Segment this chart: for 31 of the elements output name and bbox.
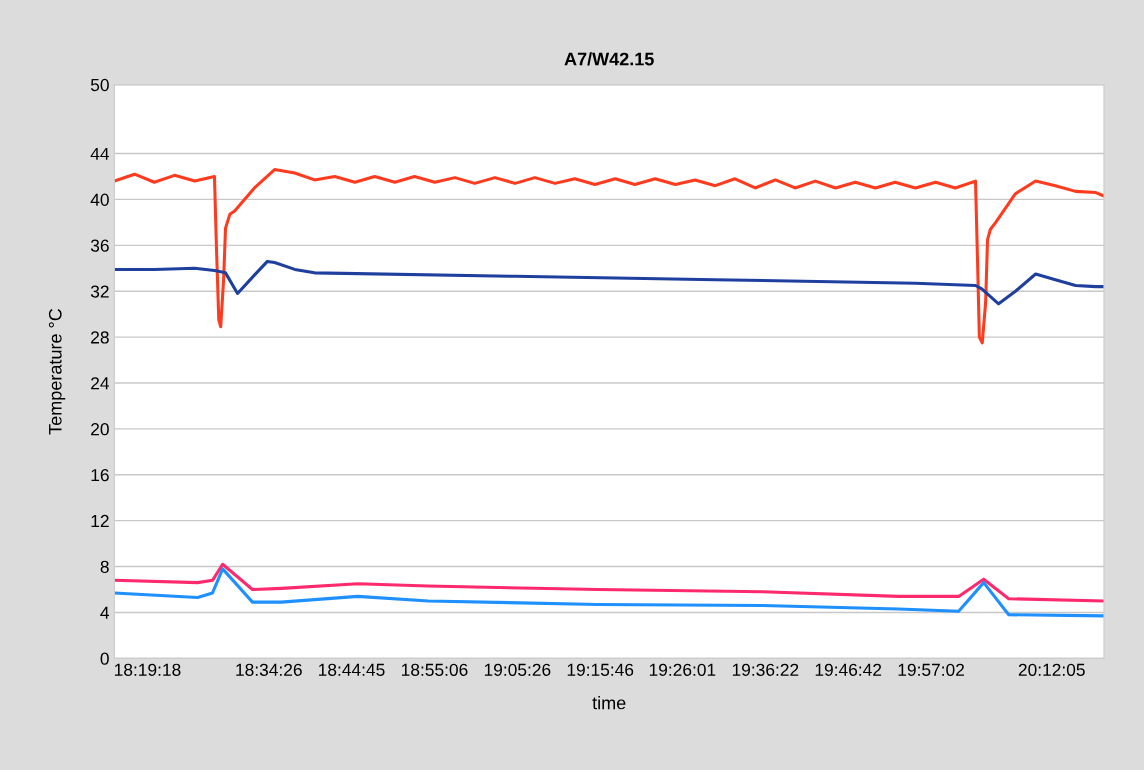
x-tick-label: 19:26:01 xyxy=(649,663,716,676)
y-tick-label: 12 xyxy=(91,514,109,527)
x-tick-label: 18:19:18 xyxy=(114,663,181,676)
line-series xyxy=(114,567,1104,618)
x-tick-label: 19:15:46 xyxy=(567,663,634,676)
x-tick-label: 18:44:45 xyxy=(319,663,385,676)
x-tick-label: 20:12:05 xyxy=(1018,663,1085,676)
x-tick-label: 18:34:26 xyxy=(236,663,302,676)
y-tick-label: 40 xyxy=(90,193,109,206)
line-series xyxy=(114,259,1104,306)
x-tick-label: 19:57:02 xyxy=(898,663,964,676)
line-series xyxy=(114,168,1104,345)
y-tick-label: 32 xyxy=(90,285,109,298)
y-tick-label: 20 xyxy=(91,423,109,436)
y-tick-label: 8 xyxy=(100,560,109,574)
chart-title: A7/W42.15 xyxy=(564,52,654,66)
y-tick-label: 50 xyxy=(90,78,109,92)
y-tick-label: 0 xyxy=(100,652,109,665)
x-axis-title: time xyxy=(592,696,626,710)
y-tick-label: 24 xyxy=(91,377,110,390)
y-tick-label: 36 xyxy=(90,239,109,252)
y-tick-label: 4 xyxy=(100,606,110,619)
y-axis-title: Temperature °C xyxy=(48,308,66,435)
x-tick-label: 19:05:26 xyxy=(484,663,551,676)
x-tick-label: 19:46:42 xyxy=(815,663,882,676)
line-series xyxy=(114,562,1104,603)
y-tick-label: 44 xyxy=(90,147,110,160)
x-tick-label: 18:55:06 xyxy=(401,663,468,676)
y-tick-label: 28 xyxy=(91,331,109,344)
x-tick-label: 19:36:22 xyxy=(732,663,799,676)
y-tick-label: 16 xyxy=(91,468,109,482)
